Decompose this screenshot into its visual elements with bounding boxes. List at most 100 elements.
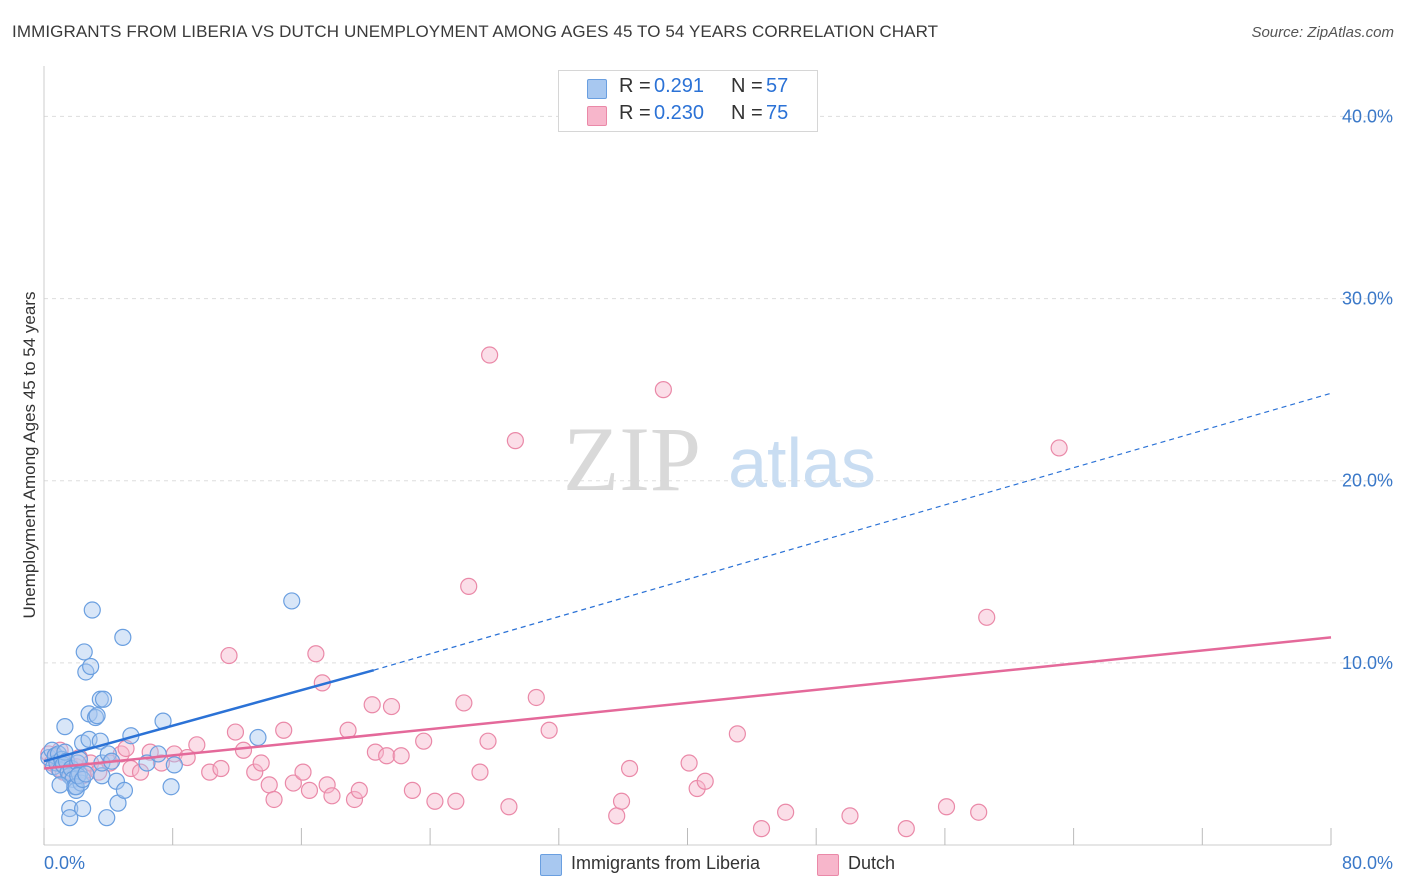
dutch-swatch: [587, 106, 607, 126]
r-label: R =: [619, 102, 651, 124]
dutch-point: [345, 790, 364, 809]
dutch-point: [897, 820, 915, 838]
legend-label-dutch: Dutch: [848, 853, 896, 873]
r-value: 0.291: [654, 75, 705, 97]
dutch-point: [226, 723, 245, 741]
liberia-point: [283, 592, 301, 610]
dutch-point: [403, 781, 422, 799]
dutch-point: [323, 787, 341, 805]
watermark: ZIP atlas: [563, 408, 876, 510]
liberia-point: [56, 718, 74, 736]
liberia-point: [61, 809, 79, 827]
liberia-point: [61, 799, 79, 818]
liberia-trend-extension: [373, 392, 1332, 671]
liberia-point: [82, 657, 100, 676]
dutch-point: [117, 739, 135, 758]
n-value: 57: [766, 75, 789, 97]
x-tick-label: 80.0%: [1342, 853, 1393, 873]
dutch-point: [540, 721, 558, 739]
dutch-point: [978, 608, 996, 626]
axes: [43, 66, 1332, 846]
dutch-point: [426, 792, 444, 810]
n-label: N =: [731, 75, 763, 97]
dutch-point: [252, 754, 270, 772]
dutch-trend-line: [43, 636, 1332, 770]
gridlines: [44, 115, 1391, 664]
dutch-point: [246, 763, 264, 781]
dutch-point: [1050, 439, 1068, 457]
dutch-point: [201, 763, 219, 781]
dutch-point: [471, 763, 489, 781]
dutch-point: [612, 792, 631, 810]
dutch-point: [455, 694, 473, 712]
liberia-point: [149, 745, 167, 763]
dutch-point: [752, 820, 771, 838]
dutch-point: [481, 346, 499, 364]
dutch-point: [777, 803, 795, 821]
watermark-atlas: atlas: [728, 424, 876, 502]
liberia-swatch: [540, 854, 562, 876]
dutch-point: [220, 646, 238, 665]
n-value: 75: [766, 102, 789, 124]
dutch-point: [307, 645, 325, 663]
n-label: N =: [731, 102, 763, 124]
dutch-point: [460, 577, 478, 595]
dutch-point: [294, 763, 312, 781]
dutch-point: [620, 759, 639, 778]
dutch-point: [392, 747, 410, 765]
liberia-point: [74, 770, 92, 789]
liberia-point: [77, 765, 95, 783]
liberia-point: [115, 781, 134, 799]
dutch-point: [260, 776, 278, 794]
dutch-point: [152, 754, 171, 772]
stats-row-dutch: R = 0.230 N = 75: [559, 102, 817, 128]
liberia-point: [165, 756, 183, 774]
y-tick-label: 20.0%: [1342, 471, 1393, 491]
dutch-point: [382, 697, 401, 716]
y-tick-label: 10.0%: [1342, 653, 1393, 673]
liberia-point: [94, 690, 113, 708]
liberia-point: [249, 728, 267, 747]
dutch-swatch: [817, 854, 839, 876]
chart-title: IMMIGRANTS FROM LIBERIA VS DUTCH UNEMPLO…: [12, 22, 939, 41]
stats-legend: R = 0.291 N = 57 R = 0.230 N = 75: [558, 70, 818, 132]
dutch-point: [527, 688, 545, 707]
dutch-point: [300, 781, 319, 799]
dutch-point: [654, 381, 672, 399]
dutch-point: [728, 725, 746, 743]
r-label: R =: [619, 75, 651, 97]
stats-row-liberia: R = 0.291 N = 57: [559, 75, 817, 101]
liberia-point: [83, 601, 101, 619]
dutch-point: [378, 747, 396, 765]
y-axis-label: Unemployment Among Ages 45 to 54 years: [20, 291, 39, 619]
dutch-point: [447, 792, 465, 810]
legend-label-liberia: Immigrants from Liberia: [571, 853, 761, 873]
liberia-swatch: [587, 79, 607, 99]
dutch-point: [234, 741, 253, 759]
liberia-point: [88, 707, 106, 725]
liberia-trend-line: [43, 668, 375, 763]
dutch-point: [415, 732, 433, 750]
dutch-point: [696, 772, 714, 790]
source-label: Source: ZipAtlas.com: [1251, 24, 1394, 41]
dutch-point: [212, 759, 230, 778]
dutch-point: [188, 736, 206, 754]
dutch-point: [479, 732, 497, 750]
dutch-point: [284, 774, 302, 792]
watermark-zip: ZIP: [563, 408, 701, 510]
dutch-point: [131, 763, 150, 781]
liberia-point: [162, 778, 180, 796]
dutch-point: [608, 807, 626, 825]
liberia-point: [51, 776, 69, 794]
dutch-point: [275, 721, 293, 739]
y-tick-label: 30.0%: [1342, 289, 1393, 309]
y-tick-label: 40.0%: [1342, 106, 1393, 126]
x-tick-label: 0.0%: [44, 853, 85, 873]
series-liberia-points: [40, 592, 301, 827]
trend-lines: [43, 392, 1332, 770]
dutch-point: [970, 803, 988, 821]
dutch-point: [680, 754, 698, 772]
series-legend: Immigrants from Liberia Dutch: [0, 852, 1406, 878]
liberia-point: [114, 628, 132, 646]
